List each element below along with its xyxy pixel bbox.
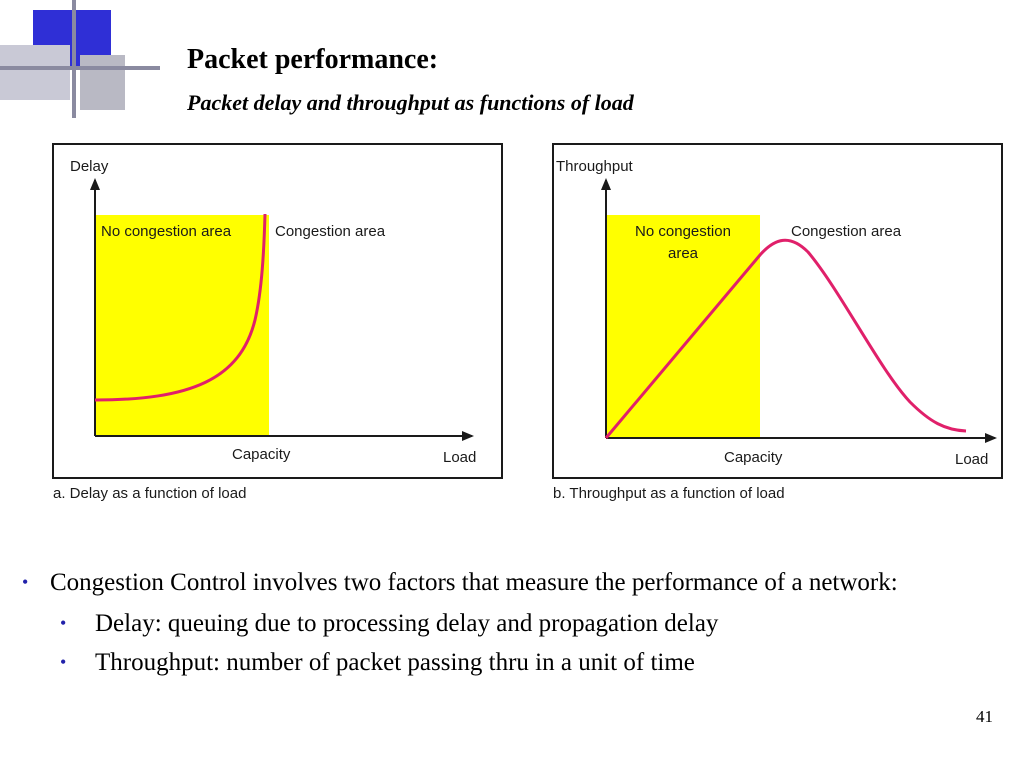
sub-bullet-text: Throughput: number of packet passing thr… <box>95 649 695 676</box>
congestion-label-b: Congestion area <box>791 223 902 240</box>
figure-b-frame <box>552 143 1003 479</box>
deco-gray-square <box>0 45 70 100</box>
throughput-curve <box>604 238 967 439</box>
delay-curve <box>94 213 267 402</box>
congestion-label-a: Congestion area <box>275 223 386 240</box>
bullet-dot-icon: • <box>60 613 67 633</box>
sub-bullet-text: Delay: queuing due to processing delay a… <box>95 610 719 637</box>
bullet-dot-icon: • <box>22 572 29 592</box>
page-number: 41 <box>976 707 993 726</box>
no-congestion-label-b-line1: No congestion <box>635 223 731 240</box>
no-congestion-label-b-line2: area <box>668 245 699 262</box>
caption-b: b. Throughput as a function of load <box>553 485 785 502</box>
bullet-item: • Congestion Control involves two factor… <box>20 567 980 598</box>
bullet-list: • Congestion Control involves two factor… <box>20 567 980 678</box>
no-congestion-area-a <box>95 215 269 436</box>
bullet-text: Congestion Control involves two factors … <box>50 569 898 596</box>
slide-title: Packet performance: <box>187 44 439 75</box>
figure-a-frame <box>52 143 503 479</box>
slide-subtitle: Packet delay and throughput as functions… <box>187 90 634 115</box>
no-congestion-area-b <box>606 215 760 438</box>
figure-delay-vs-load: Delay No congestion area Congestion area… <box>52 143 503 502</box>
no-congestion-label-a: No congestion area <box>101 223 232 240</box>
y-axis-label-a: Delay <box>70 158 109 175</box>
y-axis-label-b: Throughput <box>556 158 634 175</box>
sub-bullet-item: • Delay: queuing due to processing delay… <box>20 608 980 639</box>
x-axis-label-b: Load <box>955 451 988 468</box>
deco-gray-square-2 <box>80 55 125 110</box>
capacity-label-a: Capacity <box>232 446 291 463</box>
x-axis-label-a: Load <box>443 449 476 466</box>
sub-bullet-item: • Throughput: number of packet passing t… <box>20 647 980 678</box>
capacity-label-b: Capacity <box>724 449 783 466</box>
deco-vertical-line <box>72 0 76 118</box>
deco-horizontal-line <box>0 66 160 70</box>
caption-a: a. Delay as a function of load <box>53 485 246 502</box>
corner-decoration <box>0 0 180 120</box>
bullet-dot-icon: • <box>60 652 67 672</box>
figure-throughput-vs-load: Throughput No congestion area Congestion… <box>552 143 1003 502</box>
